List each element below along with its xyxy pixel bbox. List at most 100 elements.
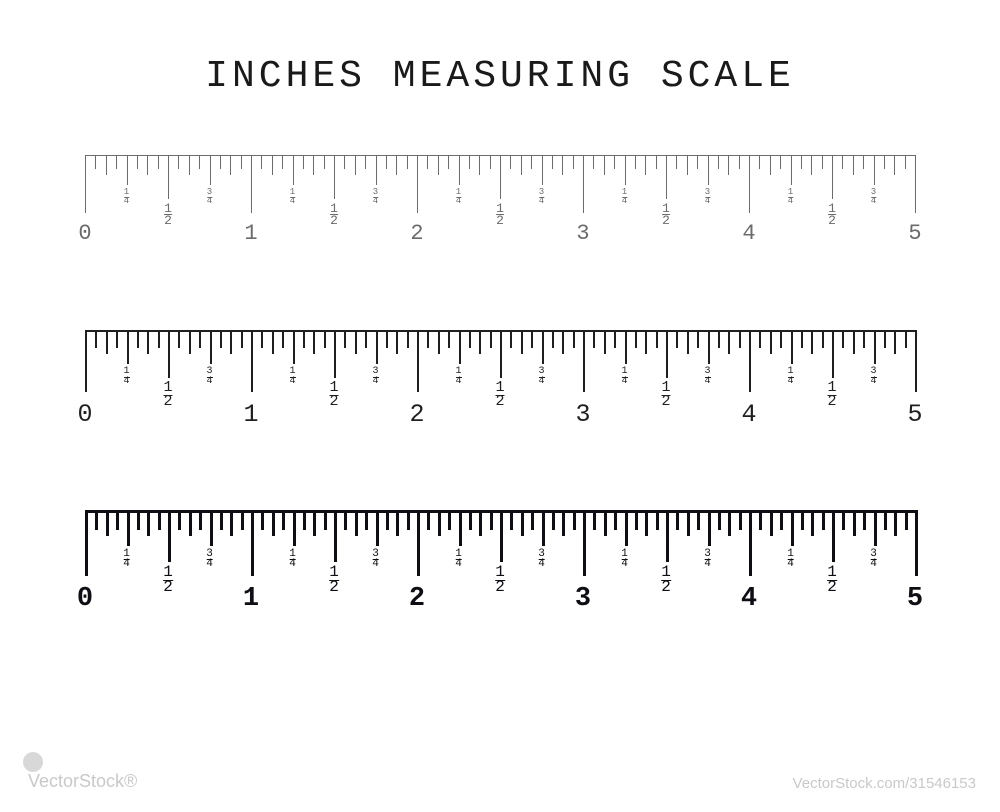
tick-quarter	[376, 155, 377, 185]
tick-sixteenth	[490, 155, 491, 169]
tick-whole	[749, 510, 752, 576]
tick-whole	[749, 155, 750, 213]
tick-sixteenth	[718, 155, 719, 169]
tick-eighth	[396, 155, 397, 175]
integer-label: 1	[243, 400, 258, 429]
tick-eighth	[438, 510, 441, 536]
tick-half	[334, 510, 337, 562]
tick-sixteenth	[863, 155, 864, 169]
tick-eighth	[147, 330, 149, 354]
integer-label: 1	[243, 584, 259, 614]
integer-label: 5	[907, 400, 922, 429]
tick-sixteenth	[635, 510, 638, 530]
tick-half	[500, 155, 501, 199]
tick-eighth	[728, 510, 731, 536]
tick-eighth	[479, 510, 482, 536]
tick-quarter	[542, 330, 544, 364]
tick-sixteenth	[448, 155, 449, 169]
tick-sixteenth	[842, 510, 845, 530]
quarter-label: 14	[787, 368, 793, 388]
tick-half	[334, 155, 335, 199]
quarter-label: 14	[621, 368, 627, 388]
tick-sixteenth	[905, 330, 907, 348]
tick-quarter	[210, 510, 213, 546]
quarter-label: 14	[787, 550, 794, 571]
tick-sixteenth	[158, 330, 160, 348]
tick-eighth	[355, 510, 358, 536]
tick-sixteenth	[365, 155, 366, 169]
tick-sixteenth	[178, 155, 179, 169]
three-quarter-label: 34	[870, 368, 876, 388]
tick-sixteenth	[324, 510, 327, 530]
tick-quarter	[874, 155, 875, 185]
integer-label: 1	[244, 221, 257, 246]
tick-sixteenth	[614, 155, 615, 169]
tick-sixteenth	[697, 155, 698, 169]
tick-eighth	[106, 510, 109, 536]
tick-sixteenth	[303, 155, 304, 169]
tick-sixteenth	[593, 330, 595, 348]
tick-whole	[251, 330, 253, 392]
half-label: 12	[827, 382, 836, 410]
tick-sixteenth	[780, 510, 783, 530]
tick-sixteenth	[199, 330, 201, 348]
tick-whole	[749, 330, 751, 392]
tick-sixteenth	[324, 330, 326, 348]
tick-sixteenth	[220, 330, 222, 348]
tick-sixteenth	[863, 510, 866, 530]
half-label: 12	[496, 203, 504, 229]
tick-eighth	[811, 330, 813, 354]
tick-sixteenth	[282, 155, 283, 169]
tick-whole	[417, 330, 419, 392]
tick-sixteenth	[676, 155, 677, 169]
tick-eighth	[562, 510, 565, 536]
tick-quarter	[708, 155, 709, 185]
tick-sixteenth	[780, 155, 781, 169]
tick-sixteenth	[469, 155, 470, 169]
quarter-label: 14	[621, 550, 628, 571]
tick-sixteenth	[427, 510, 430, 530]
tick-half	[666, 510, 669, 562]
tick-eighth	[521, 155, 522, 175]
tick-sixteenth	[344, 330, 346, 348]
tick-sixteenth	[427, 330, 429, 348]
tick-sixteenth	[676, 510, 679, 530]
three-quarter-label: 34	[373, 189, 378, 208]
tick-sixteenth	[95, 155, 96, 169]
tick-sixteenth	[593, 155, 594, 169]
tick-quarter	[791, 155, 792, 185]
tick-sixteenth	[199, 510, 202, 530]
integer-label: 5	[908, 221, 921, 246]
tick-whole	[583, 330, 585, 392]
half-label: 12	[827, 566, 837, 596]
three-quarter-label: 34	[206, 368, 212, 388]
tick-eighth	[687, 510, 690, 536]
tick-eighth	[272, 155, 273, 175]
half-label: 12	[164, 203, 172, 229]
half-label: 12	[661, 566, 671, 596]
tick-sixteenth	[573, 155, 574, 169]
tick-sixteenth	[178, 330, 180, 348]
tick-sixteenth	[220, 155, 221, 169]
tick-sixteenth	[448, 330, 450, 348]
tick-eighth	[521, 330, 523, 354]
tick-half	[168, 155, 169, 199]
tick-sixteenth	[303, 510, 306, 530]
tick-sixteenth	[116, 155, 117, 169]
tick-eighth	[562, 330, 564, 354]
tick-quarter	[293, 510, 296, 546]
tick-sixteenth	[822, 330, 824, 348]
tick-eighth	[479, 330, 481, 354]
tick-sixteenth	[116, 330, 118, 348]
tick-eighth	[479, 155, 480, 175]
integer-label: 0	[77, 584, 93, 614]
tick-half	[832, 330, 834, 378]
half-label: 12	[329, 566, 339, 596]
tick-sixteenth	[241, 330, 243, 348]
tick-sixteenth	[822, 155, 823, 169]
tick-sixteenth	[137, 330, 139, 348]
tick-sixteenth	[884, 330, 886, 348]
tick-eighth	[189, 155, 190, 175]
tick-sixteenth	[614, 510, 617, 530]
integer-label: 3	[576, 221, 589, 246]
